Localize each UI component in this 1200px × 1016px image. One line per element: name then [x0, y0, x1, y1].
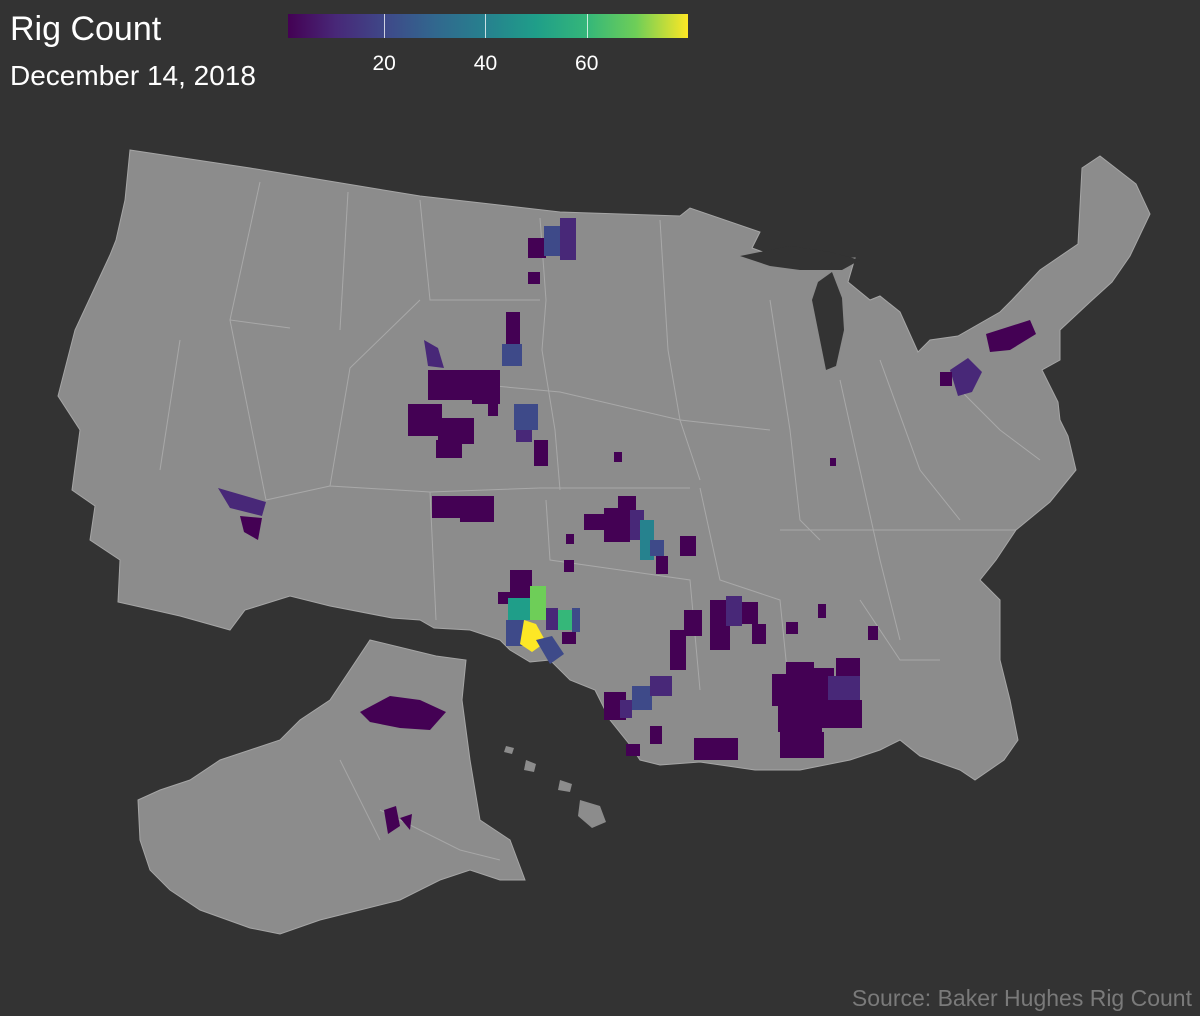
hawaii-maui	[558, 780, 572, 792]
county-rig-area	[516, 430, 532, 442]
county-rig-area	[544, 226, 560, 256]
county-rig-area	[560, 218, 576, 260]
county-rig-area	[584, 514, 604, 530]
county-rig-area	[566, 534, 574, 544]
county-rig-area	[604, 508, 630, 542]
county-rig-area	[950, 358, 982, 396]
legend-tick-20	[384, 14, 386, 38]
lake-michigan	[812, 272, 844, 370]
county-rig-area	[534, 440, 548, 466]
county-rig-area	[752, 624, 766, 644]
county-rig-area	[558, 610, 572, 630]
county-rig-area	[680, 536, 696, 556]
county-rig-area	[726, 596, 742, 626]
county-rig-area	[408, 404, 442, 436]
legend-tick-40	[485, 14, 487, 38]
county-rig-area	[240, 516, 262, 540]
legend-tick-60	[586, 14, 588, 38]
county-rig-area	[778, 704, 822, 732]
county-rig-area	[614, 452, 622, 462]
county-rig-area	[384, 806, 400, 834]
color-legend: 20 40 60	[288, 14, 688, 84]
county-rig-area	[218, 488, 266, 516]
county-rig-area	[546, 608, 558, 630]
alaska	[137, 639, 526, 935]
county-rig-area	[432, 496, 460, 518]
county-rig-area	[436, 440, 462, 458]
legend-label-60: 60	[575, 52, 599, 75]
county-rig-area	[424, 340, 444, 368]
county-rig-area	[502, 344, 522, 366]
county-rig-area	[536, 636, 564, 664]
county-rig-area	[656, 556, 668, 574]
state-boundaries	[159, 181, 1041, 701]
source-caption: Source: Baker Hughes Rig Count	[851, 985, 1192, 1011]
county-rig-area	[780, 732, 824, 758]
county-rig-area	[710, 600, 730, 650]
county-rig-area	[742, 602, 758, 624]
hawaii-oahu	[524, 760, 536, 772]
county-rig-area	[620, 700, 632, 718]
county-rig-area	[400, 814, 412, 830]
rig-counties	[218, 218, 1036, 834]
county-rig-area	[836, 658, 860, 676]
county-rig-area	[508, 598, 532, 620]
county-rig-area	[940, 372, 952, 386]
county-rig-area	[772, 674, 786, 706]
county-rig-area	[460, 496, 494, 522]
county-rig-area	[472, 370, 500, 404]
lower-48-states	[57, 149, 1151, 781]
lake-superior	[740, 246, 860, 270]
county-rig-area	[528, 272, 540, 284]
map-title: Rig Count	[10, 10, 162, 48]
county-rig-area	[786, 622, 798, 634]
county-rig-area	[650, 676, 672, 696]
county-rig-area	[786, 662, 814, 706]
county-rig-area	[828, 676, 860, 700]
hawaii-kauai	[504, 746, 514, 754]
color-scale-bar	[288, 14, 688, 38]
county-rig-area	[650, 540, 664, 556]
county-rig-area	[830, 458, 836, 466]
county-rig-area	[572, 608, 580, 632]
county-rig-area	[670, 630, 686, 670]
alaska-peninsula-detail	[339, 759, 501, 861]
county-rig-area	[694, 738, 738, 760]
county-rig-area	[506, 312, 520, 352]
county-rig-area	[818, 604, 826, 618]
county-rig-area	[506, 620, 524, 646]
county-rig-area	[564, 560, 574, 572]
legend-label-40: 40	[473, 52, 498, 75]
county-rig-area	[868, 626, 878, 640]
county-rig-area	[822, 700, 862, 728]
county-rig-area	[360, 696, 446, 730]
county-rig-area	[986, 320, 1036, 352]
legend-label-20: 20	[372, 52, 396, 75]
hawaii-big-island	[578, 800, 606, 828]
county-rig-area	[514, 404, 538, 430]
county-rig-area	[650, 726, 662, 744]
county-rig-area	[626, 744, 640, 756]
county-rig-area	[684, 610, 702, 636]
county-rig-area	[498, 592, 510, 604]
map-subtitle-date: December 14, 2018	[10, 60, 256, 91]
county-rig-area	[510, 570, 532, 598]
county-rig-area	[488, 404, 498, 416]
county-rig-area	[528, 238, 546, 258]
county-rig-area	[562, 632, 576, 644]
county-rig-area	[428, 370, 472, 400]
county-rig-area	[618, 496, 636, 512]
county-rig-area	[632, 686, 652, 710]
county-rig-area	[530, 586, 546, 620]
county-rig-area	[438, 418, 474, 444]
